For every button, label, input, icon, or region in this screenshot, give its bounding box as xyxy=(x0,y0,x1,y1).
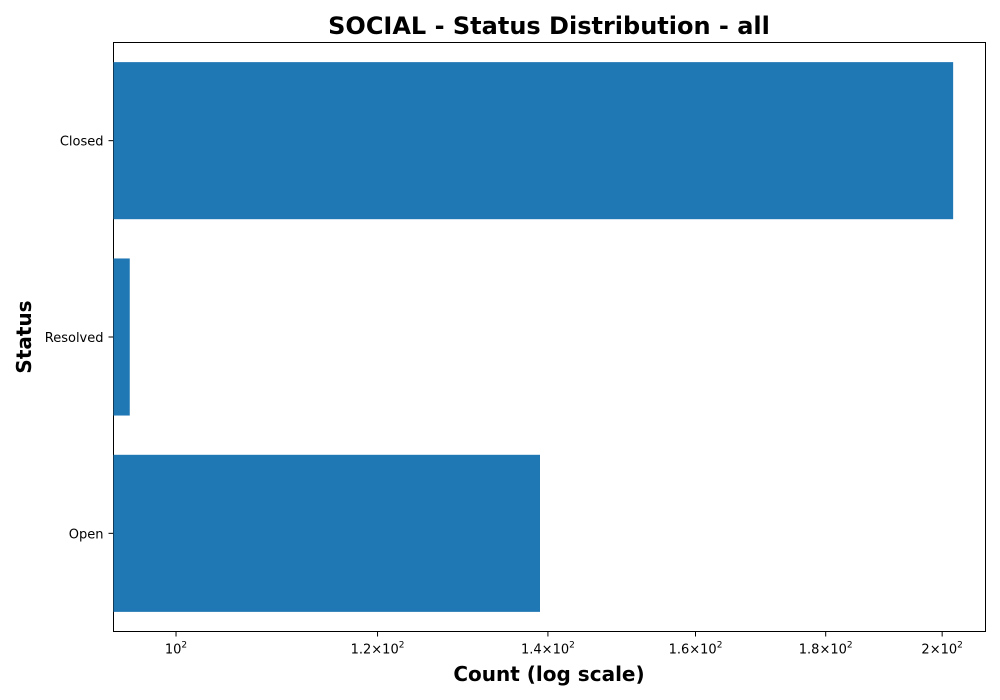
y-tick-label-closed: Closed xyxy=(60,135,104,150)
x-axis-ticks: 102 1.2×102 1.4×102 1.6×102 1.8×102 2×102 xyxy=(165,631,963,658)
x-tick-label-140: 1.4×102 xyxy=(521,641,575,658)
x-tick-label-100: 102 xyxy=(165,641,187,658)
bar-open xyxy=(113,454,541,612)
x-tick-label-180: 1.8×102 xyxy=(799,641,853,658)
x-tick-label-120: 1.2×102 xyxy=(351,641,405,658)
chart-title: SOCIAL - Status Distribution - all xyxy=(328,12,770,40)
y-axis-label: Status xyxy=(12,300,36,373)
x-axis-label: Count (log scale) xyxy=(453,662,644,686)
bar-resolved xyxy=(113,258,130,416)
bar-closed xyxy=(113,62,954,220)
y-tick-label-open: Open xyxy=(69,527,104,542)
x-tick-label-200: 2×102 xyxy=(921,641,962,658)
bars-group xyxy=(113,62,954,612)
y-tick-label-resolved: Resolved xyxy=(45,331,104,346)
x-tick-label-160: 1.6×102 xyxy=(669,641,723,658)
y-axis-ticks: Closed Resolved Open xyxy=(45,135,114,542)
